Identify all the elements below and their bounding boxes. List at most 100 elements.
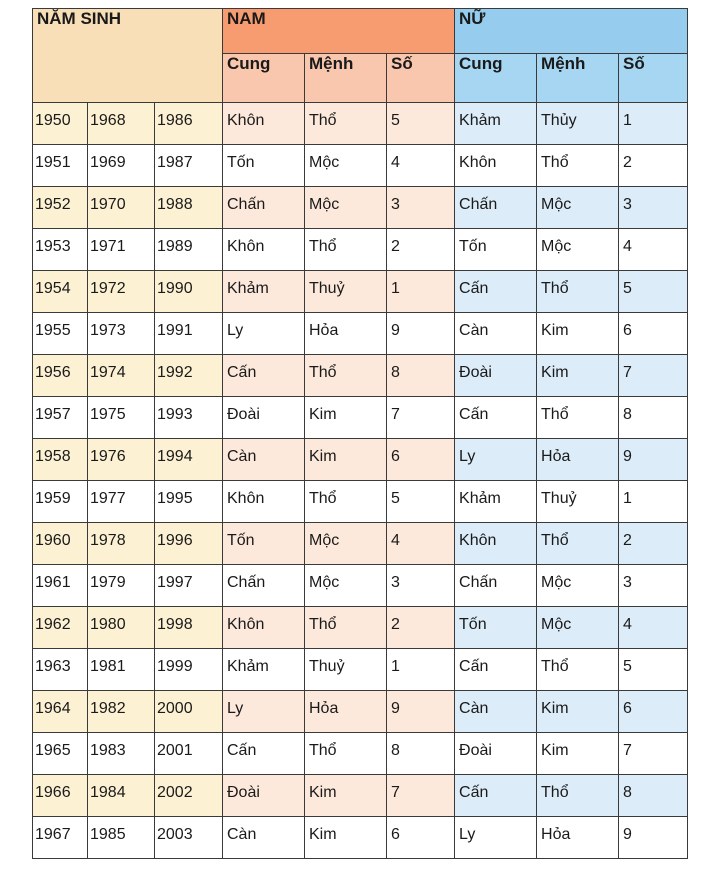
nam-so-cell: 1 [385, 648, 456, 691]
nu-cung-cell: Chấn [454, 564, 538, 607]
nu-so-cell: 9 [618, 438, 689, 481]
nu-so-cell: 8 [618, 774, 689, 817]
table-row: 1957 1975 1993 Đoài Kim 7 Cấn Thổ 8 [32, 396, 689, 439]
nam-menh-cell: Thổ [304, 732, 387, 775]
nam-so-cell: 7 [385, 774, 456, 817]
nu-cung-cell: Đoài [454, 732, 538, 775]
birth-year-cell: 1956 [32, 354, 88, 397]
nu-so-cell: 9 [618, 816, 689, 859]
nu-so-cell: 1 [618, 102, 689, 145]
birth-year-cell: 1967 [32, 816, 88, 859]
table-row: 1958 1976 1994 Càn Kim 6 Ly Hỏa 9 [32, 438, 689, 481]
nam-cung-cell: Tốn [222, 522, 305, 565]
nu-so-cell: 4 [618, 606, 689, 649]
nu-menh-cell: Kim [536, 732, 620, 775]
cung-menh-table: NĂM SINH NAM NỮ Cung Mệnh Số Cung Mệnh S… [32, 8, 689, 859]
birth-year-cell: 1991 [154, 312, 223, 355]
nu-menh-cell: Thổ [536, 522, 620, 565]
birth-year-cell: 2000 [154, 690, 223, 733]
nam-menh-cell: Mộc [304, 522, 387, 565]
nam-menh-cell: Mộc [304, 564, 387, 607]
birth-year-cell: 1984 [87, 774, 155, 817]
nu-cung-cell: Khảm [454, 102, 538, 145]
birth-year-cell: 1955 [32, 312, 88, 355]
birth-year-cell: 1951 [32, 144, 88, 187]
nu-cung-cell: Cấn [454, 270, 538, 313]
birth-year-cell: 1989 [154, 228, 223, 271]
nam-menh-cell: Thổ [304, 354, 387, 397]
nu-menh-cell: Hỏa [536, 816, 620, 859]
nu-so-cell: 2 [618, 144, 689, 187]
nam-cung-cell: Khôn [222, 480, 305, 523]
table-row: 1961 1979 1997 Chấn Mộc 3 Chấn Mộc 3 [32, 564, 689, 607]
nu-so-cell: 3 [618, 564, 689, 607]
nam-so-cell: 8 [385, 354, 456, 397]
nam-menh-cell: Mộc [304, 186, 387, 229]
birth-year-cell: 1980 [87, 606, 155, 649]
birth-year-cell: 1988 [154, 186, 223, 229]
birth-year-cell: 1962 [32, 606, 88, 649]
birth-year-cell: 1964 [32, 690, 88, 733]
birth-year-cell: 1963 [32, 648, 88, 691]
nu-menh-cell: Thuỷ [536, 480, 620, 523]
nu-menh-cell: Thổ [536, 396, 620, 439]
birth-year-cell: 1965 [32, 732, 88, 775]
birth-year-cell: 1996 [154, 522, 223, 565]
nam-cung-cell: Cấn [222, 354, 305, 397]
birth-year-cell: 1957 [32, 396, 88, 439]
table-row: 1965 1983 2001 Cấn Thổ 8 Đoài Kim 7 [32, 732, 689, 775]
nu-menh-cell: Kim [536, 354, 620, 397]
birth-year-cell: 1997 [154, 564, 223, 607]
nam-menh-cell: Hỏa [304, 312, 387, 355]
birth-year-cell: 2002 [154, 774, 223, 817]
birth-year-cell: 1959 [32, 480, 88, 523]
birth-year-cell: 1995 [154, 480, 223, 523]
nu-cung-cell: Đoài [454, 354, 538, 397]
birth-year-cell: 2003 [154, 816, 223, 859]
nu-menh-cell: Kim [536, 312, 620, 355]
nam-menh-cell: Thổ [304, 606, 387, 649]
table-row: 1955 1973 1991 Ly Hỏa 9 Càn Kim 6 [32, 312, 689, 355]
nam-menh-cell: Mộc [304, 144, 387, 187]
nam-so-cell: 6 [385, 816, 456, 859]
nam-cung-cell: Càn [222, 438, 305, 481]
nam-so-cell: 3 [385, 186, 456, 229]
nam-cung-cell: Chấn [222, 564, 305, 607]
nu-cung-cell: Càn [454, 690, 538, 733]
birth-year-cell: 1961 [32, 564, 88, 607]
nu-menh-cell: Kim [536, 690, 620, 733]
header-nam-cung: Cung [222, 53, 305, 103]
nam-menh-cell: Kim [304, 438, 387, 481]
nam-cung-cell: Cấn [222, 732, 305, 775]
header-nu-cung: Cung [454, 53, 538, 103]
table-row: 1954 1972 1990 Khảm Thuỷ 1 Cấn Thổ 5 [32, 270, 689, 313]
birth-year-cell: 1974 [87, 354, 155, 397]
birth-year-cell: 1998 [154, 606, 223, 649]
nu-so-cell: 5 [618, 270, 689, 313]
nam-cung-cell: Chấn [222, 186, 305, 229]
nam-cung-cell: Khôn [222, 228, 305, 271]
nam-menh-cell: Kim [304, 396, 387, 439]
nam-menh-cell: Thổ [304, 480, 387, 523]
nu-so-cell: 3 [618, 186, 689, 229]
nu-so-cell: 2 [618, 522, 689, 565]
nam-cung-cell: Đoài [222, 774, 305, 817]
header-nam: NAM [221, 8, 456, 54]
nam-so-cell: 8 [385, 732, 456, 775]
birth-year-cell: 1969 [87, 144, 155, 187]
nam-cung-cell: Ly [222, 690, 305, 733]
table-row: 1964 1982 2000 Ly Hỏa 9 Càn Kim 6 [32, 690, 689, 733]
nam-so-cell: 1 [385, 270, 456, 313]
birth-year-cell: 1950 [32, 102, 88, 145]
birth-year-cell: 1993 [154, 396, 223, 439]
table-row: 1956 1974 1992 Cấn Thổ 8 Đoài Kim 7 [32, 354, 689, 397]
header-nam-sinh: NĂM SINH [32, 8, 223, 103]
nu-cung-cell: Khảm [454, 480, 538, 523]
nam-cung-cell: Ly [222, 312, 305, 355]
birth-year-cell: 1970 [87, 186, 155, 229]
nam-cung-cell: Khôn [222, 102, 305, 145]
birth-year-cell: 1992 [154, 354, 223, 397]
nam-so-cell: 5 [385, 102, 456, 145]
birth-year-cell: 1978 [87, 522, 155, 565]
nu-so-cell: 7 [618, 732, 689, 775]
